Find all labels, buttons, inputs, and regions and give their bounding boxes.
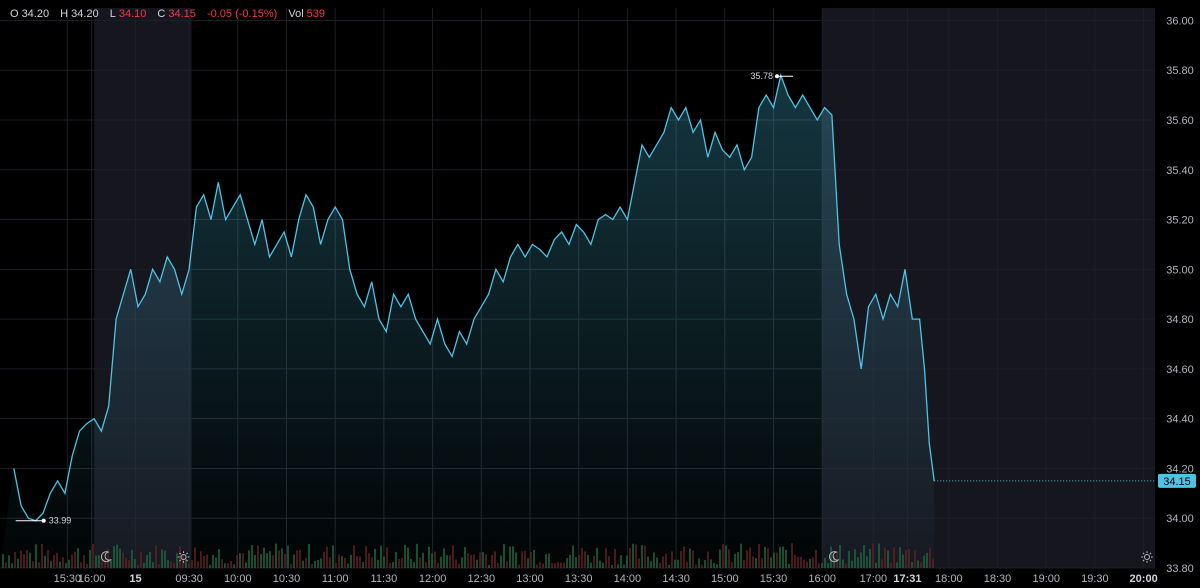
sun-icon [177, 551, 190, 563]
y-axis-tick-label: 35.40 [1166, 165, 1194, 177]
x-axis-tick-label: 15:00 [711, 573, 739, 585]
volume-label: Vol [288, 8, 304, 20]
x-axis-tick-label: 16:00 [808, 573, 836, 585]
x-axis-tick-label: 17:31 [893, 573, 921, 585]
last-price-label: 34.15 [1163, 476, 1191, 488]
x-axis-tick-label: 19:30 [1081, 573, 1109, 585]
x-axis-tick-label: 13:00 [516, 573, 544, 585]
y-axis-tick-label: 33.80 [1166, 563, 1194, 575]
low-marker-dot [41, 518, 46, 523]
low-value: 34.10 [118, 8, 147, 20]
x-axis-tick-label: 15:30 [760, 573, 788, 585]
open-value: 34.20 [21, 8, 50, 20]
moon-icon [828, 551, 840, 563]
close-value: 34.15 [168, 8, 196, 20]
x-axis-tick-label: 14:30 [662, 573, 690, 585]
moon-icon [100, 551, 112, 563]
x-axis-tick-label: 10:00 [224, 573, 252, 585]
x-axis-tick-label: 10:30 [273, 573, 301, 585]
y-axis-tick-label: 35.80 [1166, 65, 1194, 77]
x-axis-tick-label: 11:00 [322, 573, 349, 585]
x-axis-tick-label: 13:30 [565, 573, 593, 585]
price-line[interactable] [13, 72, 935, 522]
x-axis-tick-label: 16:00 [78, 573, 106, 585]
x-axis-tick-label: 15:30 [54, 573, 82, 585]
y-axis-tick-label: 35.00 [1166, 264, 1194, 276]
y-axis-tick-label: 35.60 [1166, 115, 1194, 127]
x-axis-tick-label: 18:00 [935, 573, 963, 585]
high-value: 34.20 [71, 8, 99, 20]
volume-value: 539 [306, 8, 325, 20]
x-axis-tick-label: 15 [129, 573, 141, 585]
y-axis-tick-label: 36.00 [1166, 15, 1194, 27]
close-label: C [157, 8, 166, 20]
y-axis-tick-label: 34.60 [1166, 364, 1194, 376]
low-label: L [109, 8, 116, 20]
low-marker-label: 33.99 [49, 516, 72, 526]
x-axis-tick-label: 14:00 [614, 573, 642, 585]
x-axis-tick-label: 11:30 [371, 573, 398, 585]
high-marker-label: 35.78 [750, 71, 773, 81]
x-axis-tick-label: 20:00 [1130, 573, 1158, 585]
x-axis-tick-label: 19:00 [1032, 573, 1060, 585]
x-axis-tick-label: 17:00 [860, 573, 888, 585]
x-axis-tick-label: 09:30 [175, 573, 203, 585]
open-label: O [10, 8, 19, 20]
sun-icon [1141, 551, 1153, 563]
ohlc-legend: O 34.20 H 34.20 L 34.10 C 34.15 -0.05 (-0.15… [10, 8, 333, 20]
y-axis-tick-label: 34.80 [1166, 314, 1194, 326]
x-axis-tick-label: 12:30 [468, 573, 496, 585]
high-label: H [60, 8, 69, 20]
change-value: -0.05 (-0.15%) [206, 8, 278, 20]
x-axis-tick-label: 18:30 [984, 573, 1012, 585]
x-axis-tick-label: 12:00 [419, 573, 447, 585]
y-axis-tick-label: 34.20 [1166, 463, 1194, 475]
price-area-fill [0, 75, 935, 568]
y-axis-tick-label: 34.00 [1166, 513, 1194, 525]
last-price-tag [1158, 473, 1196, 488]
y-axis-tick-label: 35.20 [1166, 215, 1194, 227]
y-axis-tick-label: 34.40 [1166, 414, 1194, 426]
